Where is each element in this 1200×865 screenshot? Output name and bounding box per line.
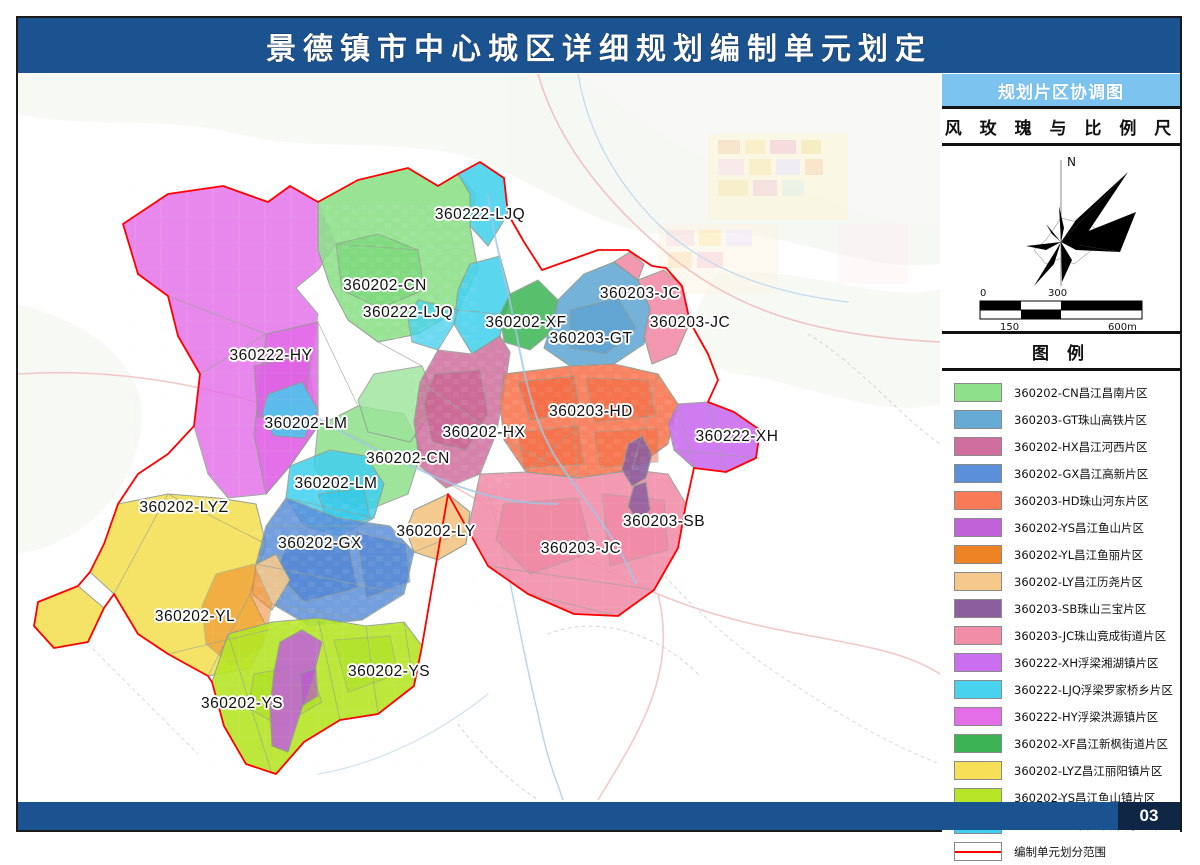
legend-swatch-360202-ys: [954, 518, 1002, 537]
scale-tick-150: 150: [1000, 322, 1019, 331]
windrose-section-label: 风 玫 瑰 与 比 例 尺: [944, 118, 1178, 139]
legend-label: 360202-LYZ昌江丽阳镇片区: [1014, 763, 1163, 778]
legend-item[interactable]: 360202-GX昌江高新片区: [942, 460, 1180, 487]
legend-label: 360202-CN昌江昌南片区: [1014, 385, 1148, 400]
poster-footer: 03: [18, 802, 1180, 830]
legend-section-title: 图 例: [942, 334, 1180, 371]
panel-header-label: 规划片区协调图: [998, 82, 1124, 103]
legend-list: 360202-CN昌江昌南片区 360203-GT珠山高铁片区 360202-HX昌…: [942, 371, 1180, 865]
legend-item[interactable]: 360202-LY昌江历尧片区: [942, 568, 1180, 595]
legend-label: 360203-SB珠山三宝片区: [1014, 601, 1147, 616]
windrose-diagram: N 0 300: [979, 155, 1143, 333]
legend-label: 360203-JC珠山竟成街道片区: [1014, 628, 1167, 643]
legend-item[interactable]: 360202-CN昌江昌南片区: [942, 379, 1180, 406]
legend-swatch-360203-jc: [954, 626, 1002, 645]
legend-label: 360202-YS昌江鱼山镇片区: [1014, 790, 1156, 805]
legend-item[interactable]: 360202-YS昌江鱼山片区: [942, 514, 1180, 541]
legend-item[interactable]: 360202-HX昌江河西片区: [942, 433, 1180, 460]
legend-item[interactable]: 360202-LYZ昌江丽阳镇片区: [942, 757, 1180, 784]
legend-item[interactable]: 360203-HD珠山河东片区: [942, 487, 1180, 514]
legend-item[interactable]: 编制单元划分范围: [942, 838, 1180, 865]
windrose-section-title: 风 玫 瑰 与 比 例 尺: [942, 109, 1180, 146]
legend-label: 360203-GT珠山高铁片区: [1014, 412, 1147, 427]
legend-label: 360222-HY浮梁洪源镇片区: [1014, 709, 1159, 724]
legend-item[interactable]: 360203-SB珠山三宝片区: [942, 595, 1180, 622]
legend-label: 360222-XH浮梁湘湖镇片区: [1014, 655, 1159, 670]
page-title: 景德镇市中心城区详细规划编制单元划定: [266, 31, 932, 67]
legend-item[interactable]: 360222-LJQ浮梁罗家桥乡片区: [942, 676, 1180, 703]
scale-tick-600: 600m: [1108, 322, 1137, 331]
legend-label: 360202-XF昌江新枫街道片区: [1014, 736, 1168, 751]
legend-item[interactable]: 360203-GT珠山高铁片区: [942, 406, 1180, 433]
legend-swatch-360203-hd: [954, 491, 1002, 510]
legend-label: 360222-LJQ浮梁罗家桥乡片区: [1014, 682, 1173, 697]
legend-label: 360202-LY昌江历尧片区: [1014, 574, 1143, 589]
legend-swatch-360202-lyz: [954, 761, 1002, 780]
map-canvas[interactable]: 360222-LJQ 360202-CN 360222-LJQ 360202-XF 36…: [18, 74, 940, 800]
legend-item[interactable]: 360222-XH浮梁湘湖镇片区: [942, 649, 1180, 676]
windrose-and-scalebar: N 0 300: [942, 146, 1180, 334]
legend-label: 360202-GX昌江高新片区: [1014, 466, 1149, 481]
legend-item[interactable]: 360222-HY浮梁洪源镇片区: [942, 703, 1180, 730]
legend-label: 360202-YL昌江鱼丽片区: [1014, 547, 1144, 562]
legend-swatch-360202-gx: [954, 464, 1002, 483]
legend-item[interactable]: 360202-YS昌江鱼山镇片区: [942, 784, 1180, 811]
legend-label: 360202-YS昌江鱼山片区: [1014, 520, 1145, 535]
legend-swatch-360202-ly: [954, 572, 1002, 591]
scale-tick-300: 300: [1048, 288, 1067, 299]
compass-north-label: N: [1067, 155, 1076, 169]
legend-section-label: 图 例: [1032, 343, 1090, 364]
legend-item[interactable]: 360202-XF昌江新枫街道片区: [942, 730, 1180, 757]
page-number: 03: [1139, 806, 1159, 825]
legend-swatch-range: [954, 842, 1002, 861]
poster-title-bar: 景德镇市中心城区详细规划编制单元划定: [18, 18, 1180, 73]
legend-panel: 规划片区协调图 风 玫 瑰 与 比 例 尺 N: [942, 74, 1180, 865]
legend-swatch-360203-sb: [954, 599, 1002, 618]
page-number-badge: 03: [1118, 802, 1180, 830]
legend-swatch-360222-ljq: [954, 680, 1002, 699]
legend-swatch-360222-hy: [954, 707, 1002, 726]
legend-swatch-360202-xf: [954, 734, 1002, 753]
map-vector-layer: [18, 74, 940, 800]
legend-swatch-360202-yl: [954, 545, 1002, 564]
legend-swatch-360202-hx: [954, 437, 1002, 456]
legend-item[interactable]: 360202-YL昌江鱼丽片区: [942, 541, 1180, 568]
legend-swatch-360222-xh: [954, 653, 1002, 672]
panel-header: 规划片区协调图: [942, 74, 1180, 109]
legend-label: 360203-HD珠山河东片区: [1014, 493, 1149, 508]
legend-label: 编制单元划分范围: [1014, 844, 1106, 859]
scale-tick-0: 0: [980, 288, 986, 299]
legend-item[interactable]: 360203-JC珠山竟成街道片区: [942, 622, 1180, 649]
legend-swatch-360203-gt: [954, 410, 1002, 429]
legend-label: 360202-HX昌江河西片区: [1014, 439, 1148, 454]
legend-swatch-360202-cn: [954, 383, 1002, 402]
